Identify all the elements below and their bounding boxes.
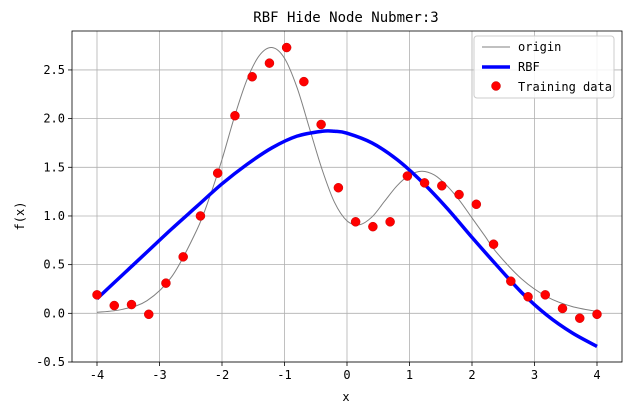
training-data-point (161, 278, 171, 288)
chart-title: RBF Hide Node Nubmer:3 (253, 10, 438, 26)
legend-origin-label: origin (518, 40, 561, 54)
training-data-point (212, 168, 223, 178)
training-data-point (316, 119, 326, 130)
training-data-point (419, 178, 430, 188)
training-data-point (247, 72, 257, 82)
y-tick-label: 1.0 (43, 209, 65, 223)
x-axis-label: x (342, 390, 349, 404)
training-data-point (557, 303, 568, 314)
training-data-point (592, 309, 602, 320)
y-tick-label: 2.0 (43, 112, 65, 126)
x-tick-label: 0 (343, 368, 350, 382)
training-data-point (350, 217, 361, 227)
legend-rbf-label: RBF (518, 60, 540, 74)
y-tick-label: 1.5 (43, 160, 65, 174)
ticks: -4 -3 -2 -1 0 1 2 3 4 -0.5 0.0 0.5 1.0 1.5 2.0 2.5 (36, 63, 601, 382)
x-tick-label: 2 (468, 368, 475, 382)
legend-box (473, 35, 615, 99)
y-tick-label: 0.0 (43, 306, 65, 320)
x-tick-label: 3 (531, 368, 538, 382)
x-tick-label: -4 (90, 368, 104, 382)
legend-training-marker (491, 81, 501, 91)
training-data-point (178, 252, 188, 262)
plot-area (92, 42, 602, 348)
training-data-point (333, 182, 344, 193)
training-data-point (385, 217, 395, 227)
training-data-point (126, 299, 137, 310)
x-tick-label: 4 (593, 368, 600, 382)
training-data-point (523, 292, 533, 302)
origin-series-line (96, 47, 598, 313)
legend: origin RBF Training data (473, 35, 615, 99)
training-data-point (402, 171, 413, 181)
y-axis-label: f(x) (13, 202, 27, 231)
training-data-point (144, 309, 154, 320)
training-data-point (230, 110, 240, 121)
training-data-point (575, 313, 585, 323)
x-tick-label: -2 (215, 368, 229, 382)
y-tick-label: 2.5 (43, 63, 65, 77)
x-tick-label: -1 (277, 368, 291, 382)
training-data-point (281, 42, 292, 53)
training-data-point (506, 276, 516, 286)
training-data-point (109, 300, 119, 311)
training-data-point (195, 211, 206, 221)
legend-training-label: Training data (518, 80, 612, 94)
training-data-point (540, 290, 550, 300)
training-data-point (299, 76, 309, 87)
training-data-point (368, 221, 378, 232)
training-data-point (454, 189, 464, 200)
training-data-point (471, 199, 482, 210)
training-data-point (92, 290, 102, 300)
y-tick-label: -0.5 (36, 355, 65, 369)
training-data-point (488, 239, 499, 249)
training-data-point (264, 58, 275, 68)
y-tick-label: 0.5 (43, 258, 65, 272)
x-tick-label: 1 (406, 368, 413, 382)
x-tick-label: -3 (152, 368, 166, 382)
training-data-point (437, 181, 447, 191)
